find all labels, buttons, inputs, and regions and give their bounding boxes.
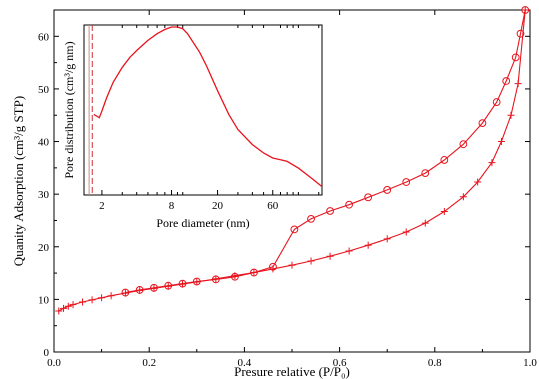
desorption-point <box>402 178 411 186</box>
inset-plot: 2 8 20 60 Pore diameter (nm) Pore distribut… <box>62 24 323 230</box>
desorption-point <box>364 193 373 202</box>
main-y-axis-title: Quanity Adsorption (cm³/g STP) <box>11 96 26 266</box>
inset-y-axis-title: Pore distribution (cm³/g nm) <box>62 41 76 178</box>
adsorption-point <box>326 252 334 260</box>
adsorption-point <box>421 219 429 227</box>
adsorption-point <box>507 111 515 119</box>
adsorption-point <box>383 235 391 243</box>
main-y-tick-label: 10 <box>38 294 50 306</box>
main-y-axis: 0 10 20 30 40 50 60 <box>38 9 530 359</box>
desorption-point <box>478 119 487 128</box>
desorption-point <box>178 279 187 288</box>
main-series-group <box>55 6 530 315</box>
adsorption-point <box>402 228 410 236</box>
adsorption-point <box>79 298 87 306</box>
adsorption-point <box>64 302 72 310</box>
main-x-tick-label: 0.0 <box>47 357 61 369</box>
desorption-point <box>326 207 334 215</box>
desorption-point <box>492 98 501 106</box>
main-y-tick-label: 20 <box>38 242 50 254</box>
adsorption-point <box>55 307 63 315</box>
inset-x-tick-label: 20 <box>212 200 224 212</box>
desorption-point <box>440 156 449 164</box>
main-x-tick-label: 1.0 <box>523 357 537 369</box>
desorption-point <box>269 262 277 271</box>
adsorption-point <box>307 257 315 265</box>
adsorption-point <box>98 294 106 302</box>
inset-reference-lines <box>88 25 93 195</box>
desorption-point <box>511 53 520 62</box>
adsorption-point <box>69 301 77 309</box>
desorption-point <box>192 277 201 286</box>
desorption-point <box>521 6 530 14</box>
main-x-tick-label: 0.4 <box>238 357 252 369</box>
adsorption-point <box>88 296 96 304</box>
adsorption-point <box>345 247 353 255</box>
adsorption-point <box>121 289 129 297</box>
adsorption-point <box>107 292 115 300</box>
desorption-point <box>421 169 430 178</box>
desorption-point <box>121 288 130 297</box>
adsorption-point <box>514 80 522 88</box>
main-plot: 0.0 0.2 0.4 0.6 0.8 1.0 0 10 20 30 40 50 60 Presure… <box>11 6 537 379</box>
main-x-tick-label: 0.6 <box>333 357 347 369</box>
desorption-point <box>307 214 315 223</box>
inset-x-tick-label: 8 <box>169 200 175 212</box>
adsorption-point <box>440 208 448 216</box>
main-x-axis-title: Presure relative (P/P₀) <box>234 364 350 379</box>
desorption-point <box>135 286 144 294</box>
pore-distribution-line <box>93 26 323 188</box>
desorption-point <box>290 225 299 234</box>
desorption-point <box>502 77 511 85</box>
inset-plot-frame <box>83 24 323 196</box>
main-y-tick-label: 30 <box>38 189 50 201</box>
desorption-point <box>250 268 258 277</box>
adsorption-point <box>364 241 372 249</box>
adsorption-point <box>288 261 296 269</box>
adsorption-point <box>459 193 467 201</box>
desorption-point <box>211 275 220 284</box>
adsorption-line <box>58 9 526 312</box>
main-x-tick-label: 0.2 <box>142 357 156 369</box>
adsorption-point <box>60 304 68 312</box>
desorption-line <box>125 9 526 294</box>
desorption-point <box>230 272 239 281</box>
main-y-tick-label: 40 <box>38 137 50 149</box>
main-y-tick-label: 60 <box>38 31 50 43</box>
adsorption-point <box>488 159 496 167</box>
desorption-point <box>150 283 158 292</box>
desorption-point <box>164 281 173 290</box>
desorption-point <box>459 140 468 149</box>
inset-x-axis-title: Pore diameter (nm) <box>156 216 249 230</box>
inset-x-tick-label: 2 <box>99 200 105 212</box>
desorption-point <box>345 200 354 209</box>
inset-series-group <box>93 26 323 188</box>
main-y-tick-label: 0 <box>44 347 50 359</box>
inset-x-tick-label: 60 <box>267 200 279 212</box>
main-x-tick-label: 0.8 <box>428 357 442 369</box>
main-x-axis: 0.0 0.2 0.4 0.6 0.8 1.0 <box>47 10 537 369</box>
desorption-point <box>383 186 392 194</box>
desorption-point <box>516 29 525 38</box>
adsorption-point <box>474 178 482 186</box>
inset-x-axis: 2 8 20 60 <box>99 25 320 212</box>
main-y-tick-label: 50 <box>38 84 50 96</box>
adsorption-point <box>497 138 505 146</box>
